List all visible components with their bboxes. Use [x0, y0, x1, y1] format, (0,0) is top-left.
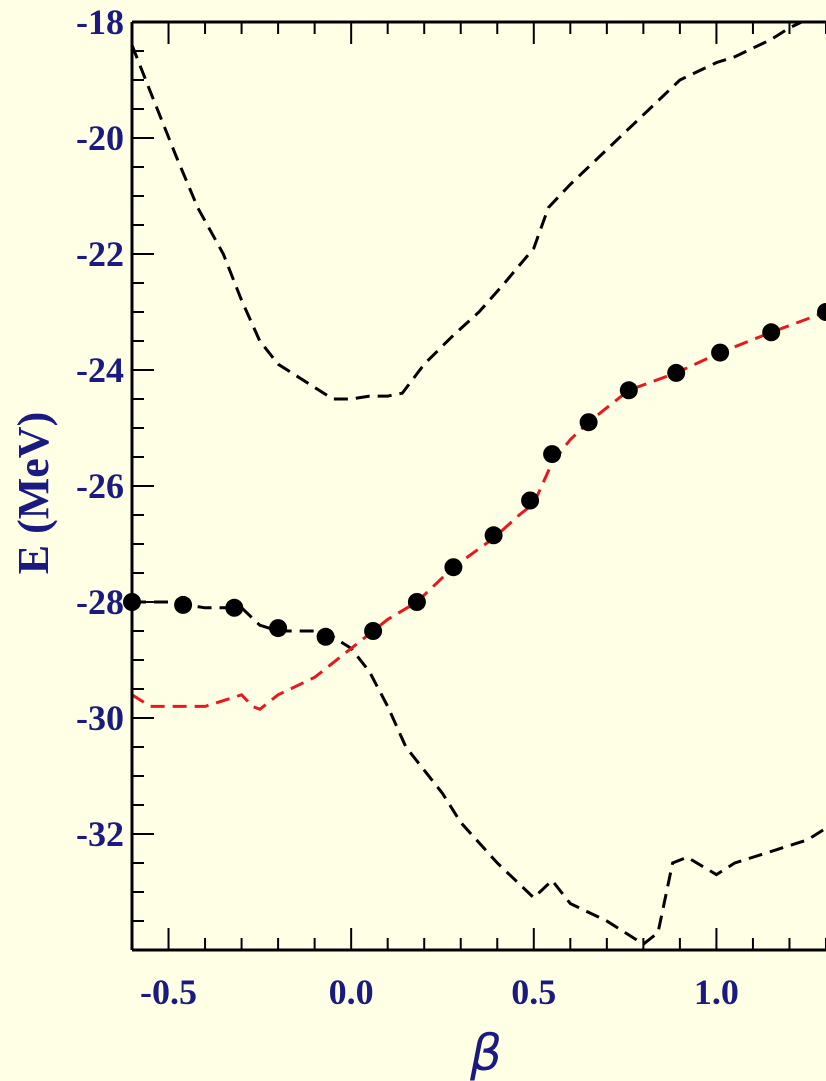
data-point — [579, 413, 598, 432]
data-point — [407, 593, 426, 611]
data-point — [762, 323, 781, 342]
series-layer — [132, 22, 826, 947]
data-point — [619, 381, 638, 400]
data-point — [225, 598, 244, 617]
x-tick-label: 1.0 — [694, 972, 739, 1012]
points-layer — [123, 303, 826, 646]
data-point — [521, 491, 540, 510]
data-point — [711, 343, 730, 362]
y-tick-label: -28 — [76, 582, 124, 622]
y-tick-label: -26 — [76, 466, 124, 506]
y-tick-label: -24 — [76, 350, 124, 390]
x-tick-label: 0.5 — [511, 972, 556, 1012]
data-point — [174, 595, 193, 614]
data-point — [543, 445, 562, 464]
data-point — [444, 558, 463, 577]
series-line-1 — [132, 600, 826, 947]
data-point — [316, 627, 335, 646]
data-point — [484, 526, 503, 545]
series-line-2 — [132, 310, 826, 712]
y-tick-label: -30 — [76, 698, 124, 738]
y-tick-label: -22 — [76, 234, 124, 274]
y-tick-label: -18 — [76, 2, 124, 42]
labels-layer: -18 -20 -22 -24 -26 -28 -30 -32 -0.5 0.0 0.5 1.0 — [76, 2, 739, 1012]
data-point — [667, 363, 686, 382]
x-tick-label: 0.0 — [329, 972, 374, 1012]
y-tick-label: -20 — [76, 118, 124, 158]
y-tick-label: -32 — [76, 814, 124, 854]
data-point — [269, 619, 288, 638]
x-axis-title: β — [469, 1024, 502, 1081]
y-axis-title: E (MeV) — [9, 412, 58, 575]
x-tick-label: -0.5 — [140, 972, 197, 1012]
axes-layer — [130, 20, 826, 952]
data-point — [817, 303, 826, 321]
data-point — [364, 622, 383, 640]
